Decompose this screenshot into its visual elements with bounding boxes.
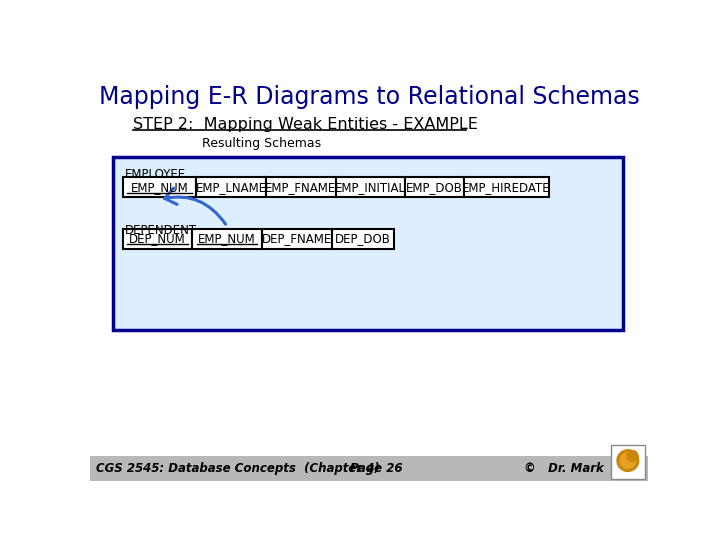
Text: EMP_NUM: EMP_NUM (198, 232, 256, 245)
FancyBboxPatch shape (336, 177, 405, 197)
Text: STEP 2:  Mapping Weak Entities - EXAMPLE: STEP 2: Mapping Weak Entities - EXAMPLE (132, 117, 477, 132)
Text: Resulting Schemas: Resulting Schemas (202, 137, 322, 150)
FancyBboxPatch shape (196, 177, 266, 197)
Text: Mapping E-R Diagrams to Relational Schemas: Mapping E-R Diagrams to Relational Schem… (99, 85, 639, 109)
FancyBboxPatch shape (266, 177, 336, 197)
Text: EMP_FNAME: EMP_FNAME (265, 181, 336, 194)
Text: DEPENDENT: DEPENDENT (125, 224, 197, 237)
Text: DEP_NUM: DEP_NUM (129, 232, 186, 245)
FancyBboxPatch shape (262, 229, 332, 249)
FancyBboxPatch shape (192, 229, 262, 249)
Text: EMP_NUM: EMP_NUM (130, 181, 188, 194)
FancyBboxPatch shape (611, 445, 645, 479)
Text: Page 26: Page 26 (351, 462, 403, 475)
Text: EMP_INITIAL: EMP_INITIAL (335, 181, 406, 194)
Circle shape (620, 453, 636, 468)
FancyBboxPatch shape (464, 177, 549, 197)
FancyBboxPatch shape (113, 157, 624, 330)
Text: EMP_LNAME: EMP_LNAME (196, 181, 266, 194)
Text: ©   Dr. Mark: © Dr. Mark (524, 462, 604, 475)
FancyBboxPatch shape (122, 177, 196, 197)
Text: DEP_FNAME: DEP_FNAME (262, 232, 332, 245)
Text: EMPLOYEE: EMPLOYEE (125, 168, 186, 181)
FancyBboxPatch shape (122, 229, 192, 249)
Circle shape (627, 450, 638, 461)
Text: EMP_DOB: EMP_DOB (406, 181, 463, 194)
Text: CGS 2545: Database Concepts  (Chapter 4): CGS 2545: Database Concepts (Chapter 4) (96, 462, 380, 475)
Circle shape (617, 450, 639, 471)
Text: DEP_DOB: DEP_DOB (335, 232, 391, 245)
FancyArrowPatch shape (165, 188, 225, 224)
FancyBboxPatch shape (332, 229, 394, 249)
FancyBboxPatch shape (405, 177, 464, 197)
FancyBboxPatch shape (90, 456, 648, 481)
Text: EMP_HIREDATE: EMP_HIREDATE (462, 181, 551, 194)
